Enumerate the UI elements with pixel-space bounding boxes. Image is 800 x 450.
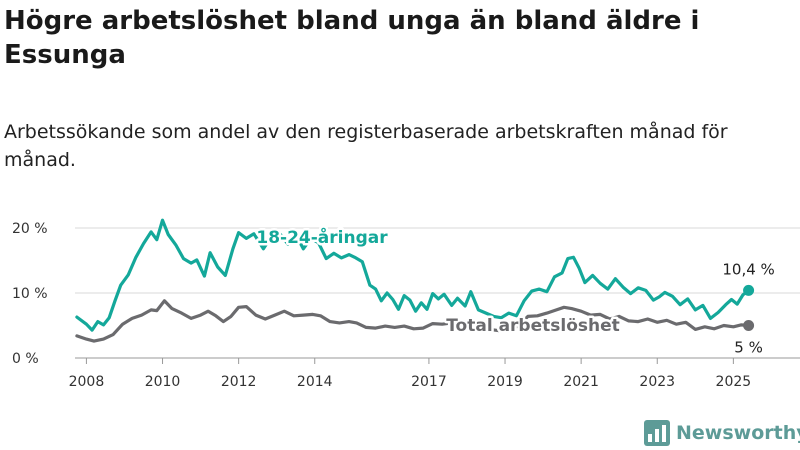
newsworthy-logo-icon — [644, 420, 670, 446]
gridlines — [75, 228, 800, 358]
y-tick-label: 10 % — [12, 286, 48, 302]
end-label-youth: 10,4 %10,4 % — [722, 260, 774, 278]
svg-text:5 %: 5 % — [734, 339, 763, 357]
end-label-total: 5 %5 % — [734, 339, 763, 357]
svg-text:Total arbetslöshet: Total arbetslöshet — [446, 316, 620, 336]
line-chart: 0 % 10 % 20 % 2008 2010 2012 2014 2017 2019 2021… — [0, 0, 800, 450]
x-axis: 2008 2010 2012 2014 2017 2019 2021 2023 2025 — [69, 358, 752, 390]
svg-text:18-24-åringar: 18-24-åringar — [256, 226, 388, 248]
brand-name: Newsworthy — [676, 422, 800, 444]
x-tick-label: 2019 — [487, 374, 523, 390]
x-tick-label: 2023 — [639, 374, 675, 390]
x-tick-label: 2012 — [221, 374, 257, 390]
series-line-youth — [77, 220, 749, 330]
x-tick-label: 2025 — [716, 374, 752, 390]
x-tick-label: 2010 — [145, 374, 181, 390]
x-tick-label: 2017 — [411, 374, 447, 390]
brand-logo: Newsworthy — [644, 418, 800, 448]
x-tick-label: 2014 — [297, 374, 333, 390]
series-lines — [77, 220, 754, 341]
x-tick-label: 2008 — [69, 374, 105, 390]
series-line-youth-end-point — [743, 285, 754, 296]
y-tick-label: 0 % — [12, 351, 39, 367]
y-tick-label: 20 % — [12, 221, 48, 237]
series-line-total-end-point — [743, 320, 754, 331]
x-tick-label: 2021 — [563, 374, 599, 390]
y-axis: 0 % 10 % 20 % — [12, 221, 48, 367]
svg-text:10,4 %: 10,4 % — [722, 260, 774, 278]
